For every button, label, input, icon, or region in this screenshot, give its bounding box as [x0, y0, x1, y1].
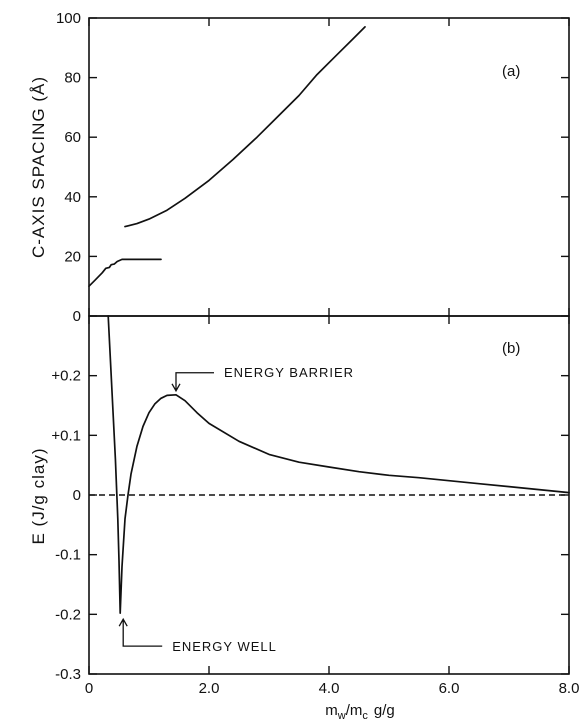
panel-b-series	[107, 315, 570, 614]
spacing-line-1	[88, 258, 162, 288]
y-tick-label: 60	[64, 129, 81, 146]
y-tick-label: 0	[73, 487, 81, 504]
y-tick-label: 40	[64, 189, 81, 206]
energy-well-label: ENERGY WELL	[172, 639, 277, 654]
y-tick-label: +0.2	[51, 368, 81, 385]
panel-a-label: (a)	[502, 63, 520, 80]
spacing-line-2	[124, 26, 366, 228]
x-tick-label: 6.0	[439, 680, 460, 697]
panel-b-y-axis-title: E (J/g clay)	[29, 447, 48, 544]
panel-b-x-ticks: 0 2.0 4.0 6.0 8.0	[85, 666, 580, 697]
panel-a-y-ticks: 0 20 40 60 80 100	[56, 10, 569, 325]
panel-a-y-axis-title: C-AXIS SPACING (Å)	[29, 76, 48, 258]
panel-a-series	[88, 26, 366, 288]
x-tick-label: 8.0	[559, 680, 580, 697]
panel-b-y-ticks: -0.3 -0.2 -0.1 0 +0.1 +0.2	[51, 368, 569, 683]
panel-b-y-axis-title-text: E (J/g clay)	[29, 447, 48, 544]
y-tick-label: -0.1	[55, 547, 81, 564]
y-tick-label: 20	[64, 248, 81, 265]
x-tick-label: 0	[85, 680, 93, 697]
y-tick-label: +0.1	[51, 427, 81, 444]
x-tick-label: 2.0	[199, 680, 220, 697]
energy-well-arrow	[118, 617, 163, 647]
energy-barrier-arrow	[171, 372, 214, 393]
y-tick-label: -0.3	[55, 666, 81, 683]
y-tick-label: 0	[73, 308, 81, 325]
x-axis-title-text: mw/mc g/g	[325, 702, 394, 721]
energy-well-annotation: ENERGY WELL	[118, 617, 277, 654]
y-tick-label: 100	[56, 10, 81, 27]
x-axis-title: mw/mc g/g	[325, 702, 394, 721]
y-tick-label: 80	[64, 70, 81, 87]
energy-barrier-annotation: ENERGY BARRIER	[171, 365, 354, 393]
energy-curve	[107, 315, 570, 614]
y-tick-label: -0.2	[55, 606, 81, 623]
x-tick-label: 4.0	[319, 680, 340, 697]
panel-a: 0 20 40 60 80 100 (a) C-AXIS SPACING (Å)	[29, 10, 570, 325]
panel-a-x-ticks	[88, 18, 570, 324]
energy-barrier-label: ENERGY BARRIER	[224, 365, 354, 380]
panel-b-label: (b)	[502, 340, 520, 357]
panel-b: -0.3-0.2-0.10+0.1+0.2 0 2.0 4.0 6.0 8.0 (b) …	[29, 315, 580, 697]
